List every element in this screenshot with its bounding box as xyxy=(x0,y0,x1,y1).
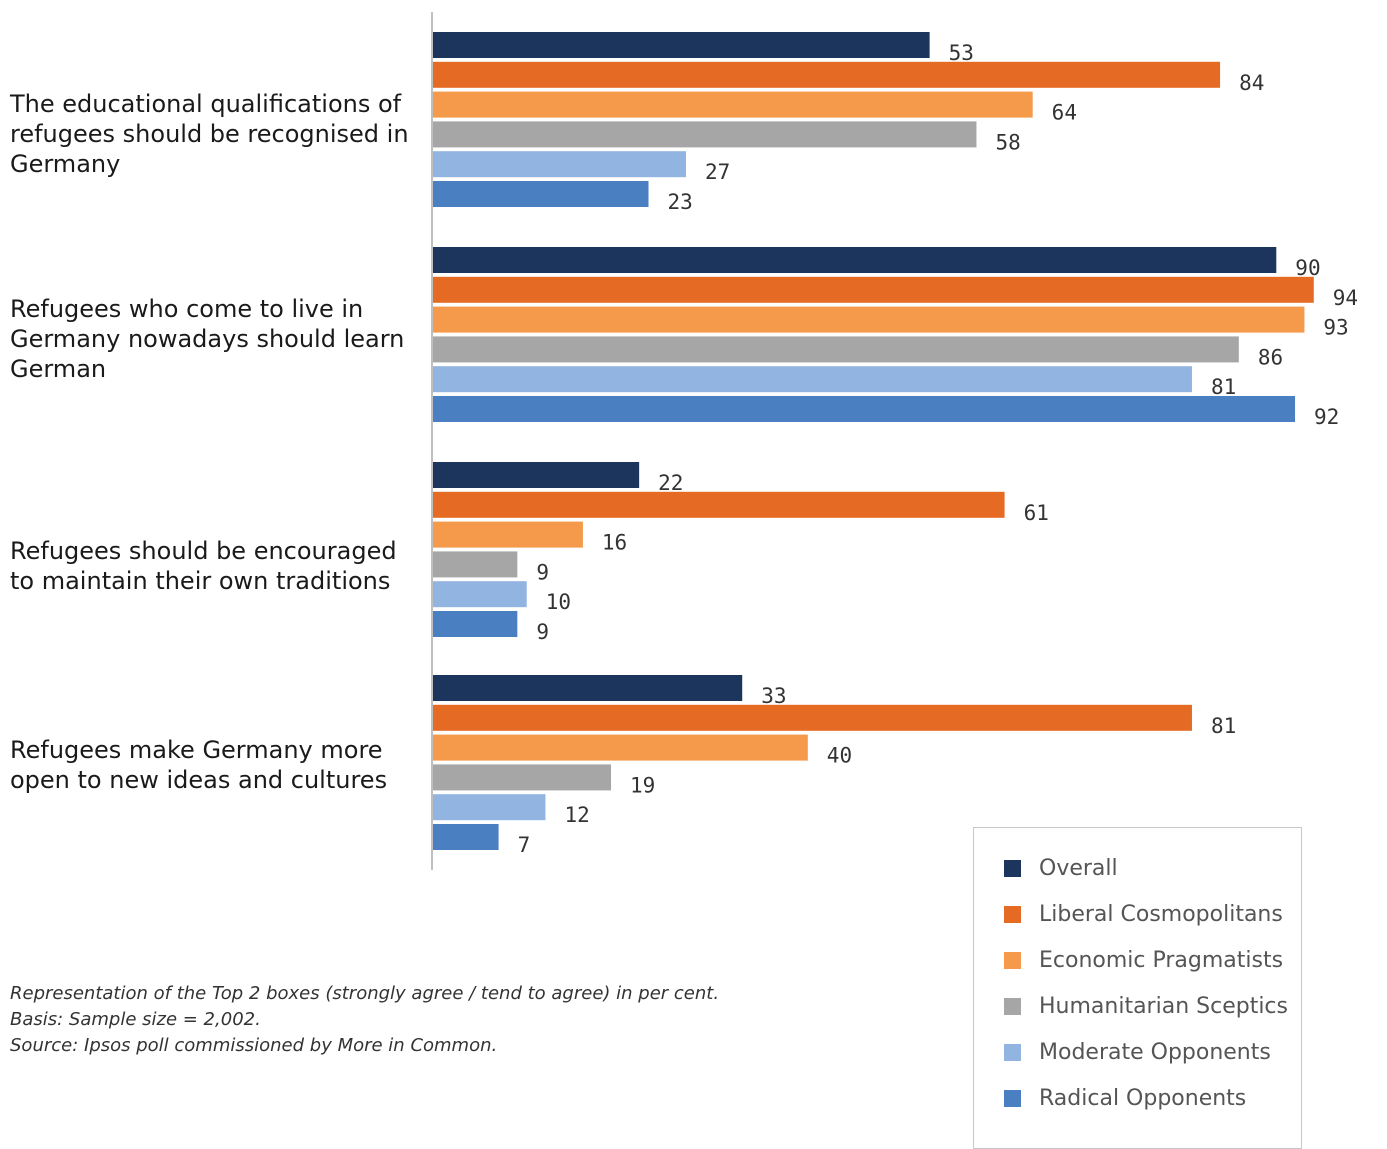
category-label-line: German xyxy=(10,355,107,383)
data-label-radical-opponents-cat1: 23 xyxy=(668,190,693,214)
category-label-4: Refugees make Germany more open to new id… xyxy=(10,735,410,795)
category-label-line: open to new ideas and cultures xyxy=(10,766,388,794)
bar-overall-cat4 xyxy=(433,675,743,701)
data-label-humanitarian-sceptics-cat4: 19 xyxy=(630,773,655,797)
legend-item-liberal-cosmopolitans: Liberal Cosmopolitans xyxy=(1004,899,1283,929)
bar-humanitarian-sceptics-cat2 xyxy=(433,336,1239,363)
category-label-line: refugees should be recognised in xyxy=(10,120,409,148)
data-label-moderate-opponents-cat2: 81 xyxy=(1211,375,1236,399)
bar-economic-pragmatists-cat4 xyxy=(433,734,808,761)
bar-humanitarian-sceptics-cat1 xyxy=(433,121,977,148)
data-label-liberal-cosmopolitans-cat1: 84 xyxy=(1239,71,1264,95)
data-label-radical-opponents-cat2: 92 xyxy=(1314,405,1339,429)
legend-item-radical-opponents: Radical Opponents xyxy=(1004,1083,1246,1113)
legend-swatch-moderate-opponents xyxy=(1004,1043,1021,1061)
bar-radical-opponents-cat4 xyxy=(433,824,499,850)
bar-economic-pragmatists-cat1 xyxy=(433,91,1033,118)
data-label-humanitarian-sceptics-cat1: 58 xyxy=(995,130,1020,154)
data-label-overall-cat2: 90 xyxy=(1295,256,1320,280)
data-label-moderate-opponents-cat3: 10 xyxy=(546,590,571,614)
category-label-line: to maintain their own traditions xyxy=(10,567,391,595)
data-label-humanitarian-sceptics-cat2: 86 xyxy=(1258,345,1283,369)
note-representation: Representation of the Top 2 boxes (stron… xyxy=(10,983,720,1004)
bar-liberal-cosmopolitans-cat3 xyxy=(433,491,1005,518)
data-label-radical-opponents-cat4: 7 xyxy=(518,833,531,857)
data-label-humanitarian-sceptics-cat3: 9 xyxy=(536,560,549,584)
bar-radical-opponents-cat1 xyxy=(433,181,649,207)
legend-label-overall: Overall xyxy=(1039,855,1118,881)
legend-item-humanitarian-sceptics: Humanitarian Sceptics xyxy=(1004,991,1288,1021)
data-label-economic-pragmatists-cat1: 64 xyxy=(1052,101,1077,125)
data-label-economic-pragmatists-cat3: 16 xyxy=(602,531,627,555)
bar-overall-cat1 xyxy=(433,32,930,58)
legend-swatch-radical-opponents xyxy=(1004,1089,1021,1107)
category-label-2: Refugees who come to live in Germany nowa… xyxy=(10,294,410,384)
bar-moderate-opponents-cat1 xyxy=(433,151,686,178)
note-basis: Basis: Sample size = 2,002. xyxy=(10,1009,261,1030)
bar-humanitarian-sceptics-cat3 xyxy=(433,551,518,578)
legend-swatch-humanitarian-sceptics xyxy=(1004,997,1021,1015)
category-label-line: Refugees who come to live in xyxy=(10,295,364,323)
bar-economic-pragmatists-cat2 xyxy=(433,306,1305,333)
data-label-liberal-cosmopolitans-cat3: 61 xyxy=(1024,501,1049,525)
bar-overall-cat2 xyxy=(433,247,1277,273)
bar-liberal-cosmopolitans-cat2 xyxy=(433,276,1314,303)
bar-radical-opponents-cat3 xyxy=(433,611,518,637)
bar-liberal-cosmopolitans-cat4 xyxy=(433,704,1192,731)
chart-notes: Representation of the Top 2 boxes (stron… xyxy=(10,981,750,1059)
legend-swatch-overall xyxy=(1004,859,1021,877)
data-label-economic-pragmatists-cat2: 93 xyxy=(1323,316,1348,340)
legend-swatch-liberal-cosmopolitans xyxy=(1004,905,1021,923)
category-label-line: Refugees make Germany more xyxy=(10,736,383,764)
data-label-liberal-cosmopolitans-cat4: 81 xyxy=(1211,714,1236,738)
bar-moderate-opponents-cat2 xyxy=(433,366,1192,393)
legend-item-overall: Overall xyxy=(1004,853,1118,883)
data-label-overall-cat4: 33 xyxy=(761,684,786,708)
category-label-line: Germany xyxy=(10,150,121,178)
bar-chart: 53 84 64 58 27 23 90 94 93 86 81 92 22 61 16 9 10 9 33 81 40… xyxy=(431,12,1358,870)
bar-moderate-opponents-cat4 xyxy=(433,794,546,821)
category-label-line: Refugees should be encouraged xyxy=(10,537,397,565)
legend-item-moderate-opponents: Moderate Opponents xyxy=(1004,1037,1271,1067)
bar-liberal-cosmopolitans-cat1 xyxy=(433,61,1221,88)
category-label-3: Refugees should be encouraged to maintain… xyxy=(10,536,410,596)
legend-label-moderate-opponents: Moderate Opponents xyxy=(1039,1039,1271,1065)
bar-overall-cat3 xyxy=(433,462,640,488)
category-label-line: The educational qualifications of xyxy=(10,90,402,118)
bar-humanitarian-sceptics-cat4 xyxy=(433,764,612,791)
legend-swatch-economic-pragmatists xyxy=(1004,951,1021,969)
legend-label-radical-opponents: Radical Opponents xyxy=(1039,1085,1247,1111)
legend-label-liberal-cosmopolitans: Liberal Cosmopolitans xyxy=(1039,901,1283,927)
bar-radical-opponents-cat2 xyxy=(433,396,1296,422)
legend-label-economic-pragmatists: Economic Pragmatists xyxy=(1039,947,1284,973)
bar-moderate-opponents-cat3 xyxy=(433,581,527,608)
data-label-overall-cat1: 53 xyxy=(949,41,974,65)
category-label-1: The educational qualifications of refugee… xyxy=(10,89,410,179)
data-label-overall-cat3: 22 xyxy=(658,471,683,495)
note-source: Source: Ipsos poll commissioned by More … xyxy=(10,1035,498,1056)
bar-economic-pragmatists-cat3 xyxy=(433,521,583,548)
data-label-radical-opponents-cat3: 9 xyxy=(536,620,549,644)
data-label-moderate-opponents-cat1: 27 xyxy=(705,160,730,184)
legend: Overall Liberal Cosmopolitans Economic P… xyxy=(973,827,1302,1149)
legend-label-humanitarian-sceptics: Humanitarian Sceptics xyxy=(1039,993,1288,1019)
data-label-liberal-cosmopolitans-cat2: 94 xyxy=(1333,286,1358,310)
category-label-line: Germany nowadays should learn xyxy=(10,325,405,353)
legend-item-economic-pragmatists: Economic Pragmatists xyxy=(1004,945,1283,975)
data-label-economic-pragmatists-cat4: 40 xyxy=(827,744,852,768)
data-label-moderate-opponents-cat4: 12 xyxy=(564,803,589,827)
